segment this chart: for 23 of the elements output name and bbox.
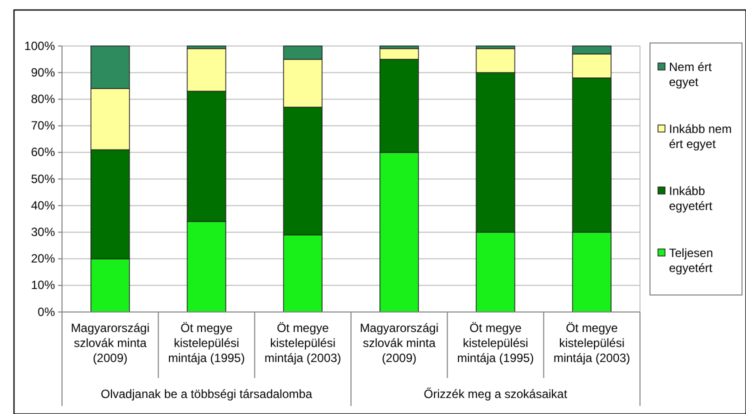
x-tick-label: Magyarországi szlovák minta (2009) [70, 321, 150, 365]
y-tick-label: 70% [30, 118, 56, 133]
x-tick-label: Öt megye kistelepülési mintája (2003) [553, 321, 630, 365]
legend-label: Inkább egyetért [669, 184, 714, 213]
legend-label: Nem ért egyet [669, 60, 712, 89]
y-tick-label: 30% [30, 225, 56, 240]
y-tick-label: 90% [30, 65, 56, 80]
x-tick-label: Öt megye kistelepülési mintája (2003) [264, 321, 342, 365]
text: Őrizzék meg a szokásaikat [424, 387, 568, 401]
y-tick-label: 100% [24, 38, 56, 53]
y-tick-label: 0% [38, 304, 56, 319]
x-tick-label: Magyarországi szlovák minta (2009) [360, 321, 439, 365]
x-tick-label: Öt megye kistelepülési mintája (1995) [457, 321, 534, 365]
y-tick-label: 10% [30, 278, 56, 292]
y-tick-label: 50% [30, 172, 56, 186]
y-tick-label: 40% [30, 198, 56, 212]
text: Olvadjanak be a többségi társadalomba [100, 387, 313, 401]
legend-label: Teljesen egyetért [669, 246, 714, 275]
y-tick-label: 60% [30, 145, 56, 160]
x-tick-label: Öt megye kistelepülési mintája (1995) [168, 321, 245, 365]
y-tick-label: 20% [30, 252, 56, 266]
y-tick-label: 80% [30, 92, 56, 106]
legend-label: Inkább nem ért egyet [669, 122, 732, 151]
